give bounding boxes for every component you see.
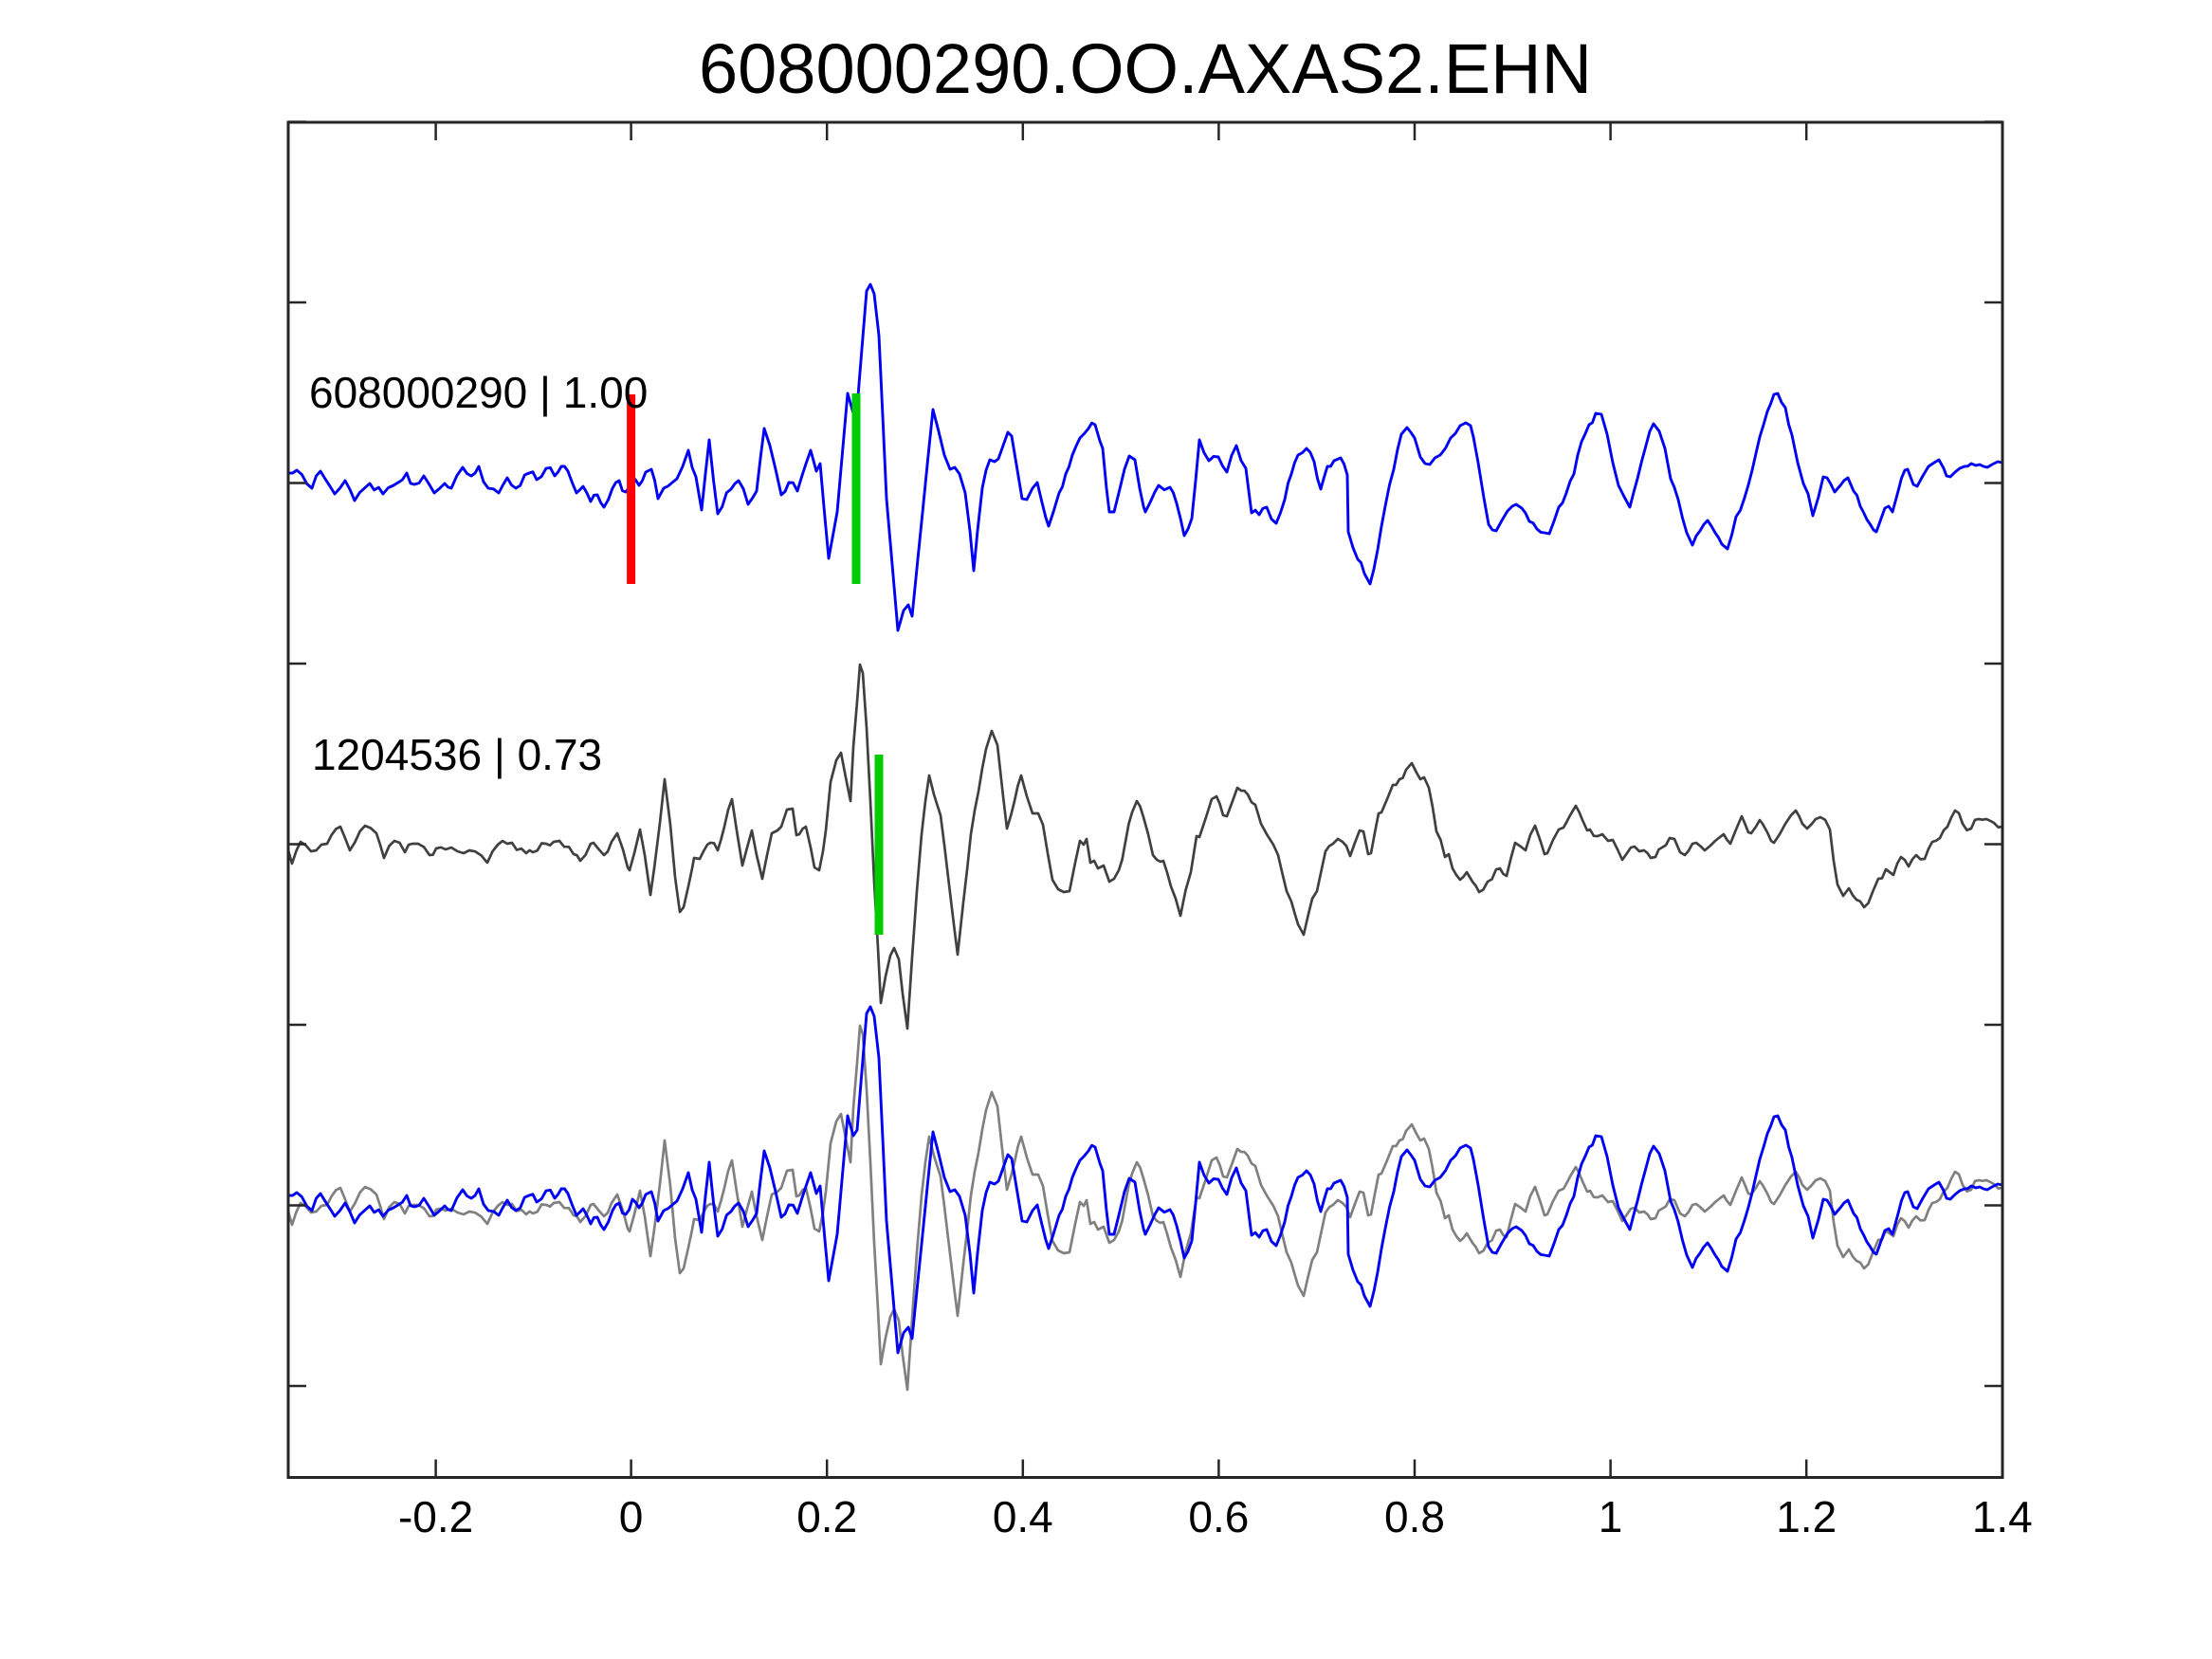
svg-text:608000290 | 1.00: 608000290 | 1.00 [309, 368, 648, 417]
svg-text:608000290.OO.AXAS2.EHN: 608000290.OO.AXAS2.EHN [699, 29, 1592, 108]
svg-text:-0.2: -0.2 [398, 1492, 473, 1541]
svg-text:1204536 | 0.73: 1204536 | 0.73 [312, 730, 602, 779]
svg-text:1: 1 [1599, 1492, 1623, 1541]
svg-text:0.2: 0.2 [796, 1492, 857, 1541]
svg-text:0: 0 [619, 1492, 644, 1541]
svg-text:0.8: 0.8 [1384, 1492, 1445, 1541]
svg-text:1.4: 1.4 [1972, 1492, 2033, 1541]
svg-text:0.4: 0.4 [993, 1492, 1053, 1541]
svg-text:1.2: 1.2 [1776, 1492, 1837, 1541]
svg-text:0.6: 0.6 [1188, 1492, 1249, 1541]
